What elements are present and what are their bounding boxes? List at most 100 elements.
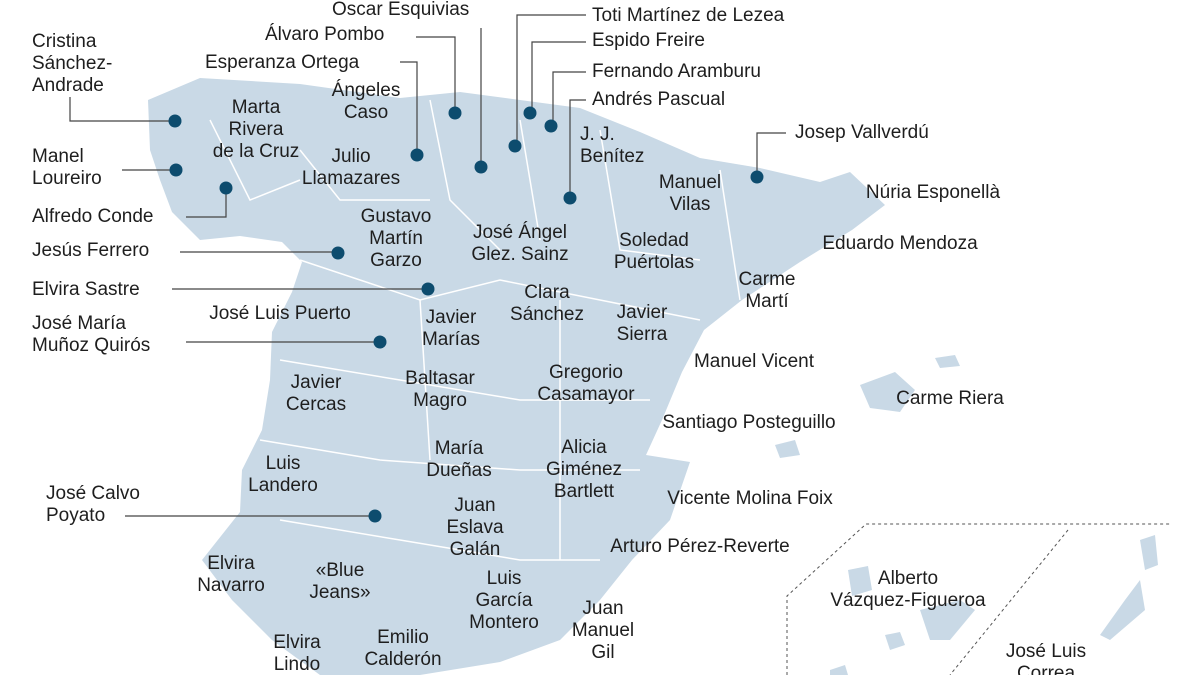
author-label-jesus-ferrero: Jesús Ferrero xyxy=(32,240,149,262)
author-label-elvira-lindo: Elvira Lindo xyxy=(273,632,321,675)
author-label-clara-sanchez: Clara Sánchez xyxy=(510,282,584,326)
location-dot xyxy=(544,119,558,133)
author-label-elvira-navarro: Elvira Navarro xyxy=(197,553,265,597)
location-dot xyxy=(168,114,182,128)
location-dot xyxy=(331,246,345,260)
author-label-javier-sierra: Javier Sierra xyxy=(617,302,668,346)
location-dot xyxy=(563,191,577,205)
label-line: Jeans» xyxy=(309,582,371,603)
author-label-cristina-sanchez-andrade: Cristina Sánchez- Andrade xyxy=(32,31,112,97)
label-line: Eduardo Mendoza xyxy=(822,233,978,254)
label-line: Alberto xyxy=(877,568,939,589)
label-line: Clara xyxy=(524,282,570,303)
label-line: Baltasar xyxy=(405,368,475,389)
canary-island xyxy=(885,632,905,650)
menorca-island xyxy=(935,355,960,368)
location-dot xyxy=(219,181,233,195)
author-label-jose-luis-correa: José Luis Correa xyxy=(1006,641,1086,675)
author-label-josep-vallverdu: Josep Vallverdú xyxy=(795,122,929,144)
label-line: Andrés Pascual xyxy=(592,89,726,110)
label-line: José Luis Puerto xyxy=(209,303,351,324)
author-label-juan-manuel-gil: Juan Manuel Gil xyxy=(572,598,634,664)
author-label-nuria-esponella: Núria Esponellà xyxy=(866,182,1000,204)
author-label-manel-loureiro: Manel Loureiro xyxy=(32,146,102,190)
canary-island xyxy=(830,665,848,675)
label-line: Martí xyxy=(745,291,789,312)
province-border xyxy=(599,129,701,261)
label-line: Garzo xyxy=(370,250,422,271)
author-label-luis-landero: Luis Landero xyxy=(248,453,318,497)
author-label-oscar-esquivias: Oscar Esquivias xyxy=(332,0,469,21)
label-line: Calderón xyxy=(364,649,442,670)
label-line: Santiago Posteguillo xyxy=(662,412,836,433)
author-label-arturo-perez-reverte: Arturo Pérez-Reverte xyxy=(610,536,790,558)
label-line: Manuel xyxy=(571,620,635,641)
label-line: José Ángel xyxy=(472,222,567,243)
author-label-julio-llamazares: Julio Llamazares xyxy=(302,146,400,190)
location-dot xyxy=(169,163,183,177)
label-line: Josep Vallverdú xyxy=(795,122,929,143)
label-line: Manel xyxy=(32,146,84,167)
location-dot xyxy=(523,106,537,120)
province-border xyxy=(279,359,650,401)
author-label-marta-rivera-de-la-cruz: Marta Rivera de la Cruz xyxy=(213,97,300,163)
label-line: Toti Martínez de Lezea xyxy=(592,5,785,26)
canary-island xyxy=(1140,535,1158,570)
canary-island xyxy=(848,566,872,596)
author-label-alicia-gimenez-bartlett: Alicia Giménez Bartlett xyxy=(546,437,622,503)
label-line: Marías xyxy=(421,329,481,350)
label-line: Loureiro xyxy=(32,168,102,189)
location-dot xyxy=(410,148,424,162)
author-label-espido-freire: Espido Freire xyxy=(592,30,705,52)
location-dot xyxy=(474,160,488,174)
canaries-inset-border xyxy=(786,523,1170,675)
label-line: Dueñas xyxy=(426,460,492,481)
author-label-alfredo-conde: Alfredo Conde xyxy=(32,206,153,228)
location-dot xyxy=(750,170,764,184)
author-label-javier-cercas: Javier Cercas xyxy=(286,372,346,416)
leader-line xyxy=(400,61,418,155)
province-border xyxy=(209,119,301,201)
author-label-alvaro-pombo: Álvaro Pombo xyxy=(265,24,384,46)
author-label-blue-jeans: «Blue Jeans» xyxy=(309,560,370,604)
label-line: Andrade xyxy=(32,75,104,96)
label-line: Gregorio xyxy=(549,362,623,383)
label-line: Alfredo Conde xyxy=(32,206,154,227)
province-border xyxy=(429,99,501,251)
label-line: Vázquez-Figueroa xyxy=(830,590,986,611)
label-line: Gustavo xyxy=(360,206,432,227)
author-label-santiago-posteguillo: Santiago Posteguillo xyxy=(662,412,835,434)
mallorca-island xyxy=(860,372,915,412)
label-line: Magro xyxy=(413,390,467,411)
label-line: Eslava xyxy=(446,517,504,538)
label-line: José Calvo xyxy=(46,483,140,504)
leader-line xyxy=(69,97,175,122)
province-border xyxy=(719,169,741,301)
label-line: Soledad xyxy=(619,230,689,251)
label-line: Álvaro Pombo xyxy=(265,24,385,45)
label-line: J. J. xyxy=(580,124,615,145)
province-border xyxy=(419,299,431,461)
label-line: Poyato xyxy=(46,505,106,526)
label-line: Sánchez xyxy=(510,304,584,325)
ibiza-island xyxy=(775,440,800,458)
label-line: Vilas xyxy=(669,194,711,215)
location-dot xyxy=(421,282,435,296)
author-label-gregorio-casamayor: Gregorio Casamayor xyxy=(537,362,634,406)
location-dot xyxy=(448,106,462,120)
author-label-juan-eslava-galan: Juan Eslava Galán xyxy=(446,495,503,561)
label-line: Cristina xyxy=(32,31,97,52)
author-label-javier-marias: Javier Marías xyxy=(422,307,480,351)
author-label-jose-luis-puerto: José Luis Puerto xyxy=(209,303,351,325)
label-line: Manuel Vicent xyxy=(693,351,815,372)
author-label-emilio-calderon: Emilio Calderón xyxy=(364,627,441,671)
author-label-jose-maria-munoz-quiros: José María Muñoz Quirós xyxy=(32,313,150,357)
label-line: Rivera xyxy=(228,119,284,140)
canary-island xyxy=(1100,580,1145,640)
label-line: «Blue xyxy=(315,560,365,581)
author-label-vicente-molina-foix: Vicente Molina Foix xyxy=(667,488,832,510)
label-line: Emilio xyxy=(377,627,429,648)
author-label-alberto-vazquez-figueroa: Alberto Vázquez-Figueroa xyxy=(830,568,985,612)
leader-line xyxy=(186,188,227,218)
